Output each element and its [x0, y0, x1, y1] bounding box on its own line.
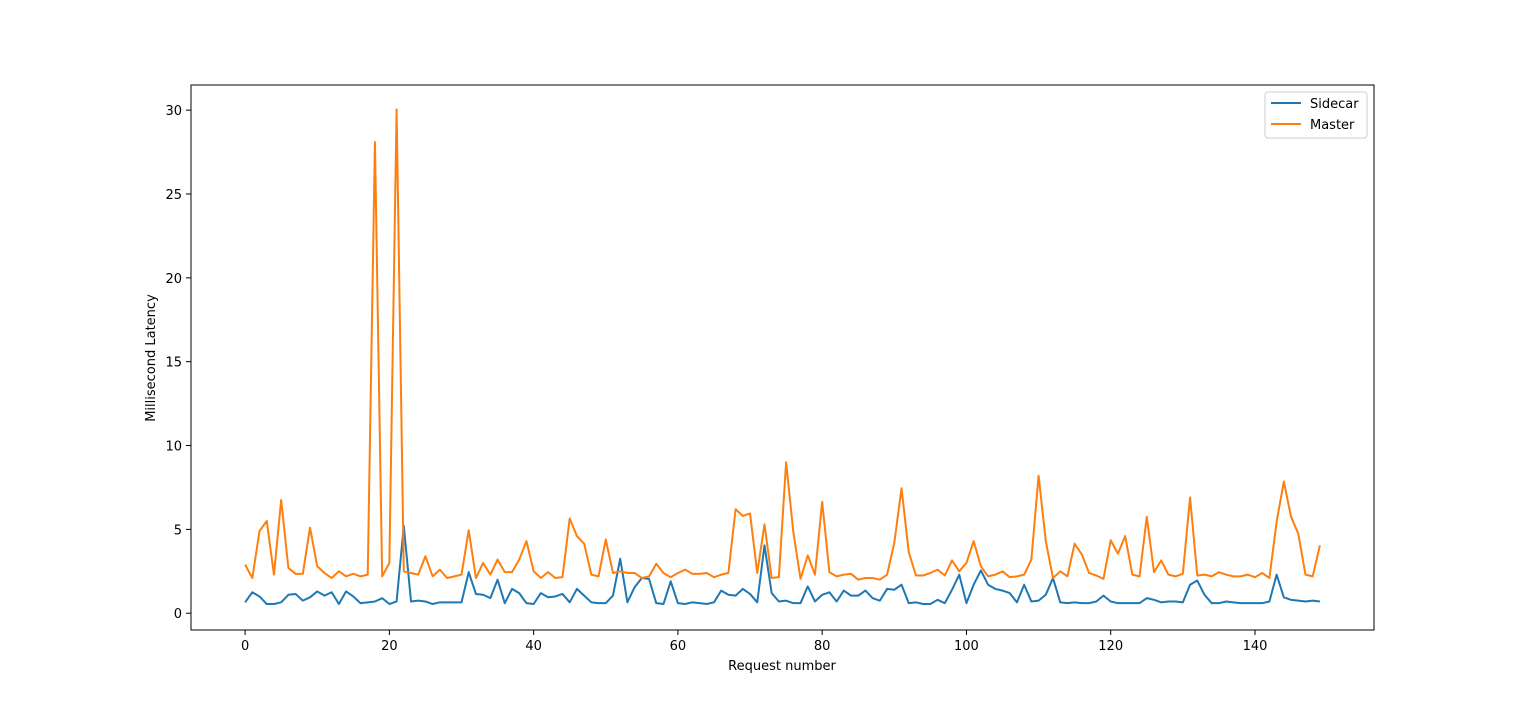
y-tick-label: 20 [165, 272, 182, 287]
x-tick-label: 60 [670, 639, 687, 654]
y-tick-label: 5 [174, 523, 182, 538]
y-axis-label: Millisecond Latency [144, 294, 159, 422]
y-tick-label: 25 [165, 188, 182, 203]
legend: Sidecar Master [1264, 91, 1368, 139]
legend-entry-master: Master [1310, 118, 1355, 133]
x-tick-label: 20 [381, 639, 398, 654]
y-tick-label: 15 [165, 356, 182, 371]
x-axis-label: Request number [728, 659, 836, 674]
x-tick-label: 40 [525, 639, 542, 654]
y-tick-label: 0 [174, 607, 182, 622]
y-axis: 0 5 10 15 20 25 30 [165, 104, 191, 622]
x-tick-label: 0 [241, 639, 249, 654]
plot-area [191, 85, 1374, 630]
x-tick-label: 120 [1098, 639, 1123, 654]
x-tick-label: 140 [1243, 639, 1268, 654]
x-axis: 0 20 40 60 80 100 120 140 [241, 630, 1267, 654]
plot-frame [190, 84, 1375, 631]
x-tick-label: 100 [954, 639, 979, 654]
series-line-master [244, 108, 1321, 581]
y-tick-label: 30 [165, 104, 182, 119]
series-line-sidecar [244, 525, 1321, 606]
series-layer [244, 108, 1321, 606]
y-tick-label: 10 [165, 440, 182, 455]
x-tick-label: 80 [814, 639, 831, 654]
legend-entry-sidecar: Sidecar [1310, 97, 1359, 112]
